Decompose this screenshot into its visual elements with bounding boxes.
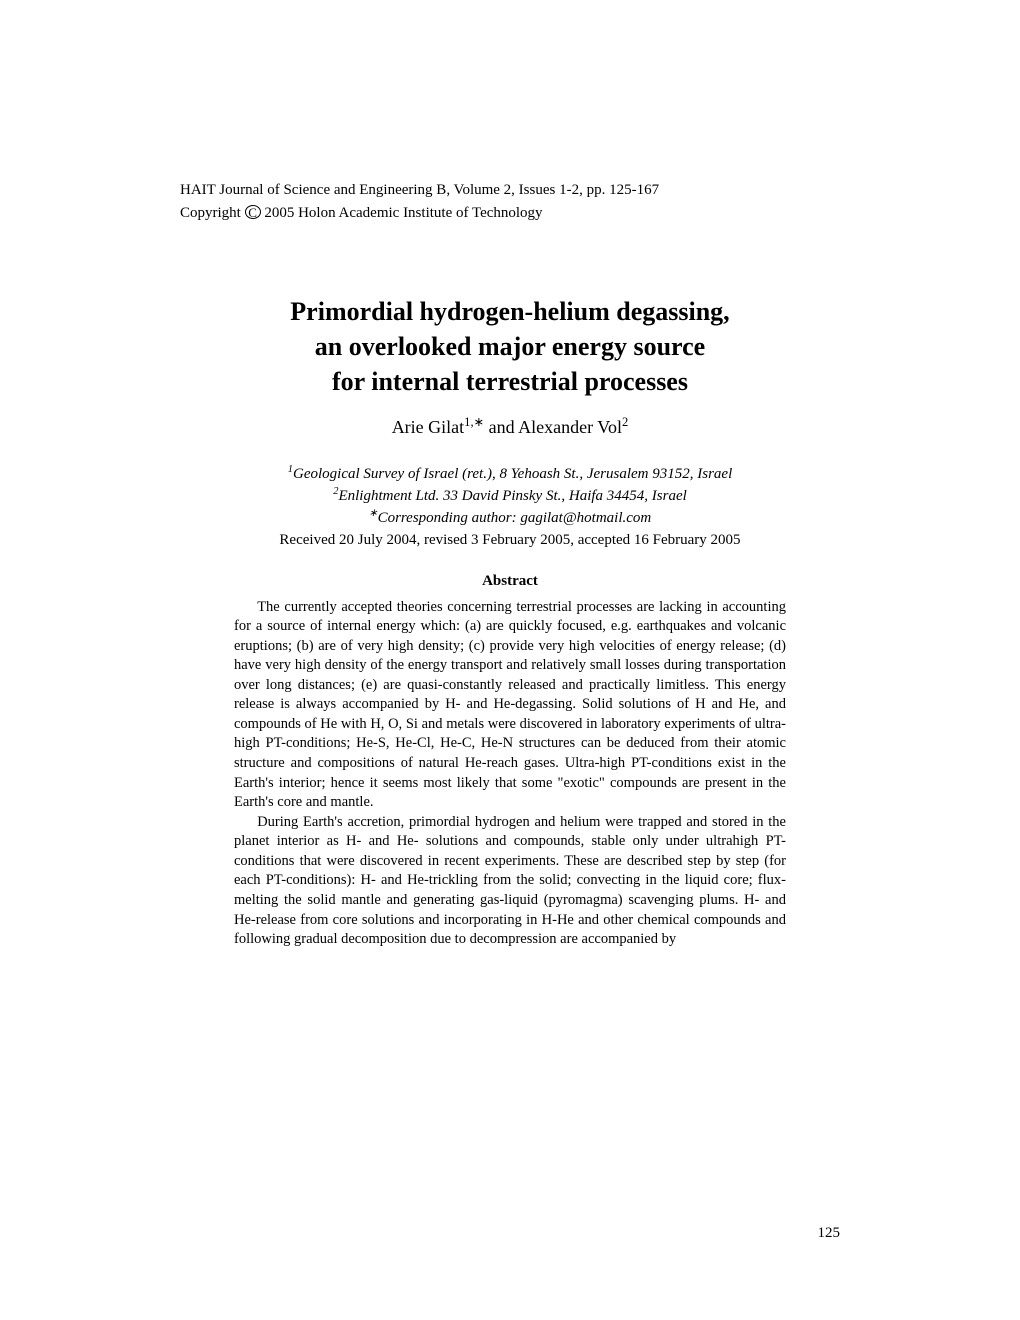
author-1-sup: 1,∗ [464, 415, 484, 429]
title-line-2: an overlooked major energy source [180, 329, 840, 364]
authors-line: Arie Gilat1,∗ and Alexander Vol2 [180, 417, 840, 438]
copyright-prefix: Copyright [180, 205, 245, 221]
received-line: Received 20 July 2004, revised 3 Februar… [180, 532, 840, 549]
copyright-line: Copyright C 2005 Holon Academic Institut… [180, 205, 840, 222]
author-2-sup: 2 [622, 415, 628, 429]
title-line-3: for internal terrestrial processes [180, 364, 840, 399]
author-1: Arie Gilat [392, 417, 464, 437]
copyright-suffix: 2005 Holon Academic Institute of Technol… [261, 205, 543, 221]
affiliation-2: 2Enlightment Ltd. 33 David Pinsky St., H… [180, 486, 840, 508]
aff1-text: Geological Survey of Israel (ret.), 8 Ye… [293, 466, 732, 482]
journal-header: HAIT Journal of Science and Engineering … [180, 180, 840, 201]
corr-text: Corresponding author: gagilat@hotmail.co… [378, 510, 652, 526]
author-2: Alexander Vol [518, 417, 622, 437]
copyright-icon: C [245, 205, 261, 219]
abstract-paragraph-2: During Earth's accretion, primordial hyd… [234, 813, 786, 950]
page-number: 125 [818, 1225, 841, 1242]
abstract-paragraph-1: The currently accepted theories concerni… [234, 598, 786, 813]
corresponding-author: ∗Corresponding author: gagilat@hotmail.c… [180, 508, 840, 530]
paper-page: HAIT Journal of Science and Engineering … [0, 0, 1020, 1010]
title-line-1: Primordial hydrogen-helium degassing, [180, 294, 840, 329]
paper-title: Primordial hydrogen-helium degassing, an… [180, 294, 840, 399]
affiliations: 1Geological Survey of Israel (ret.), 8 Y… [180, 464, 840, 529]
abstract-body: The currently accepted theories concerni… [234, 598, 786, 950]
aff2-text: Enlightment Ltd. 33 David Pinsky St., Ha… [338, 488, 686, 504]
authors-joiner: and [484, 417, 518, 437]
corr-sup: ∗ [369, 508, 378, 519]
abstract-heading: Abstract [180, 573, 840, 590]
affiliation-1: 1Geological Survey of Israel (ret.), 8 Y… [180, 464, 840, 486]
